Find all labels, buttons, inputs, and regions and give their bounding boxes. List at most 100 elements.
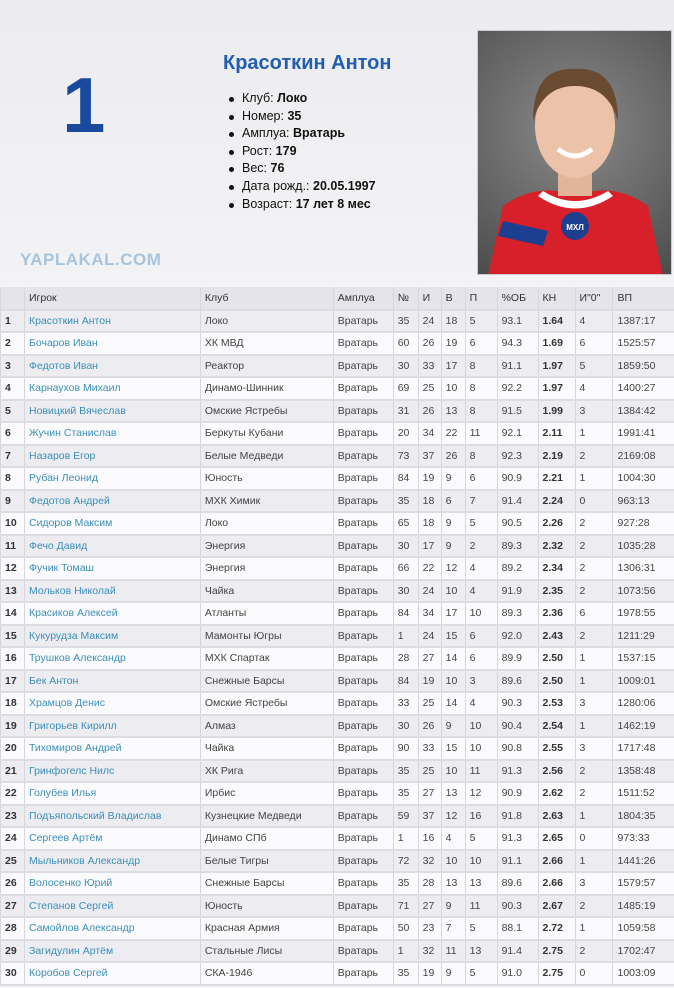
stat-cell: МХК Спартак [199,647,334,671]
gaa-cell: 2.11 [537,422,576,446]
stat-cell: Вратарь [332,692,394,716]
player-link[interactable]: Красоткин Антон [23,309,201,333]
stat-cell: 5 [464,827,498,851]
stat-cell: 19 [417,467,442,491]
info-value: 20.05.1997 [313,178,376,193]
player-info-item: Вес: 76 [228,160,376,178]
gaa-cell: 2.65 [537,827,576,851]
player-link[interactable]: Федотов Андрей [23,489,201,513]
stat-cell: Юность [199,467,334,491]
player-link[interactable]: Самойлов Александр [23,917,201,941]
player-link[interactable]: Карнаухов Михаил [23,377,201,401]
gaa-cell: 2.50 [537,669,576,693]
column-header[interactable]: Амплуа [332,287,394,311]
column-header[interactable]: В [440,287,466,311]
column-header[interactable]: П [464,287,498,311]
stat-cell: 2 [574,939,613,963]
player-link[interactable]: Бочаров Иван [23,332,201,356]
stat-cell: 10 [440,377,466,401]
stat-cell: Вратарь [332,782,394,806]
stat-cell: Белые Медведи [199,444,334,468]
gaa-cell: 2.55 [537,737,576,761]
info-label: Возраст: [242,196,296,211]
gaa-cell: 2.34 [537,557,576,581]
player-link[interactable]: Степанов Сергей [23,894,201,918]
stat-cell: Энергия [199,534,334,558]
stat-cell: 65 [392,512,419,536]
stat-cell: Вратарь [332,309,394,333]
stat-cell: 13 [464,872,498,896]
stat-cell: 1804:35 [612,804,674,828]
column-header[interactable]: КН [537,287,576,311]
stat-cell: 1384:42 [612,399,674,423]
rank-cell: 15 [0,624,25,648]
stat-cell: 92.3 [496,444,539,468]
player-link[interactable]: Федотов Иван [23,354,201,378]
column-header[interactable]: № [392,287,419,311]
player-link[interactable]: Жучин Станислав [23,422,201,446]
info-value: Локо [277,91,308,105]
stat-cell: 60 [392,332,419,356]
stat-cell: Юность [199,894,334,918]
stat-cell: 2 [574,782,613,806]
column-header[interactable]: И [417,287,442,311]
player-link[interactable]: Мольков Николай [23,579,201,603]
rank-cell: 6 [0,422,25,446]
stat-cell: Вратарь [332,354,394,378]
stat-cell: 33 [392,692,419,716]
table-row: 18 Храмцов Денис Омские Ястребы Вратарь 33 25… [0,692,674,716]
column-header[interactable]: Клуб [199,287,334,311]
player-link[interactable]: Красиков Алексей [23,602,201,626]
stat-cell: 8 [464,399,498,423]
player-link[interactable]: Новицкий Вячеслав [23,399,201,423]
player-link[interactable]: Храмцов Денис [23,692,201,716]
column-header[interactable]: Игрок [23,287,201,311]
player-link[interactable]: Григорьев Кирилл [23,714,201,738]
gaa-cell: 2.19 [537,444,576,468]
player-link[interactable]: Коробов Сергей [23,962,201,986]
stat-cell: 2 [574,444,613,468]
stat-cell: 88.1 [496,917,539,941]
player-link[interactable]: Загидулин Артём [23,939,201,963]
rank-cell: 20 [0,737,25,761]
player-link[interactable]: Тихомиров Андрей [23,737,201,761]
stat-cell: 9 [440,467,466,491]
stat-cell: 11 [464,422,498,446]
player-link[interactable]: Гринфогелс Нилс [23,759,201,783]
stat-cell: 1 [574,849,613,873]
player-link[interactable]: Волосенко Юрий [23,872,201,896]
column-header[interactable]: %ОБ [496,287,539,311]
player-link[interactable]: Сидоров Максим [23,512,201,536]
info-label: Амплуа: [242,126,294,141]
player-link[interactable]: Фучик Томаш [23,557,201,581]
player-link[interactable]: Сергеев Артём [23,827,201,851]
player-link[interactable]: Кукурудза Максим [23,624,201,648]
table-row: 11 Фечо Давид Энергия Вратарь 30 17 9 2 89.3 2.32… [0,534,674,558]
stat-cell: Вратарь [332,444,394,468]
stat-cell: 1991:41 [612,422,674,446]
stat-cell: 33 [417,354,442,378]
stat-cell: 2 [574,894,613,918]
player-link[interactable]: Фечо Давид [23,534,201,558]
column-header[interactable]: ВП [612,287,674,311]
player-link[interactable]: Трушков Александр [23,647,201,671]
stat-cell: 0 [574,827,613,851]
column-header[interactable] [0,287,25,311]
stat-cell: 27 [417,782,442,806]
table-row: 2 Бочаров Иван ХК МВД Вратарь 60 26 19 6 94.3 1.6… [0,332,674,356]
stat-cell: Чайка [199,579,334,603]
player-link[interactable]: Подъяпольский Владислав [23,804,201,828]
player-link[interactable]: Бек Антон [23,669,201,693]
player-link[interactable]: Мыльников Александр [23,849,201,873]
stat-cell: 72 [392,849,419,873]
player-link[interactable]: Рубан Леонид [23,467,201,491]
player-link[interactable]: Назаров Егор [23,444,201,468]
stat-cell: 35 [392,962,419,986]
player-link[interactable]: Голубев Илья [23,782,201,806]
player-card: 1 Красоткин Антон Клуб: Локо Номер: 35 Амп… [0,0,674,286]
rank-cell: 3 [0,354,25,378]
stat-cell: 1400:27 [612,377,674,401]
stat-cell: 10 [440,669,466,693]
column-header[interactable]: И"0" [574,287,613,311]
stat-cell: 90.3 [496,692,539,716]
